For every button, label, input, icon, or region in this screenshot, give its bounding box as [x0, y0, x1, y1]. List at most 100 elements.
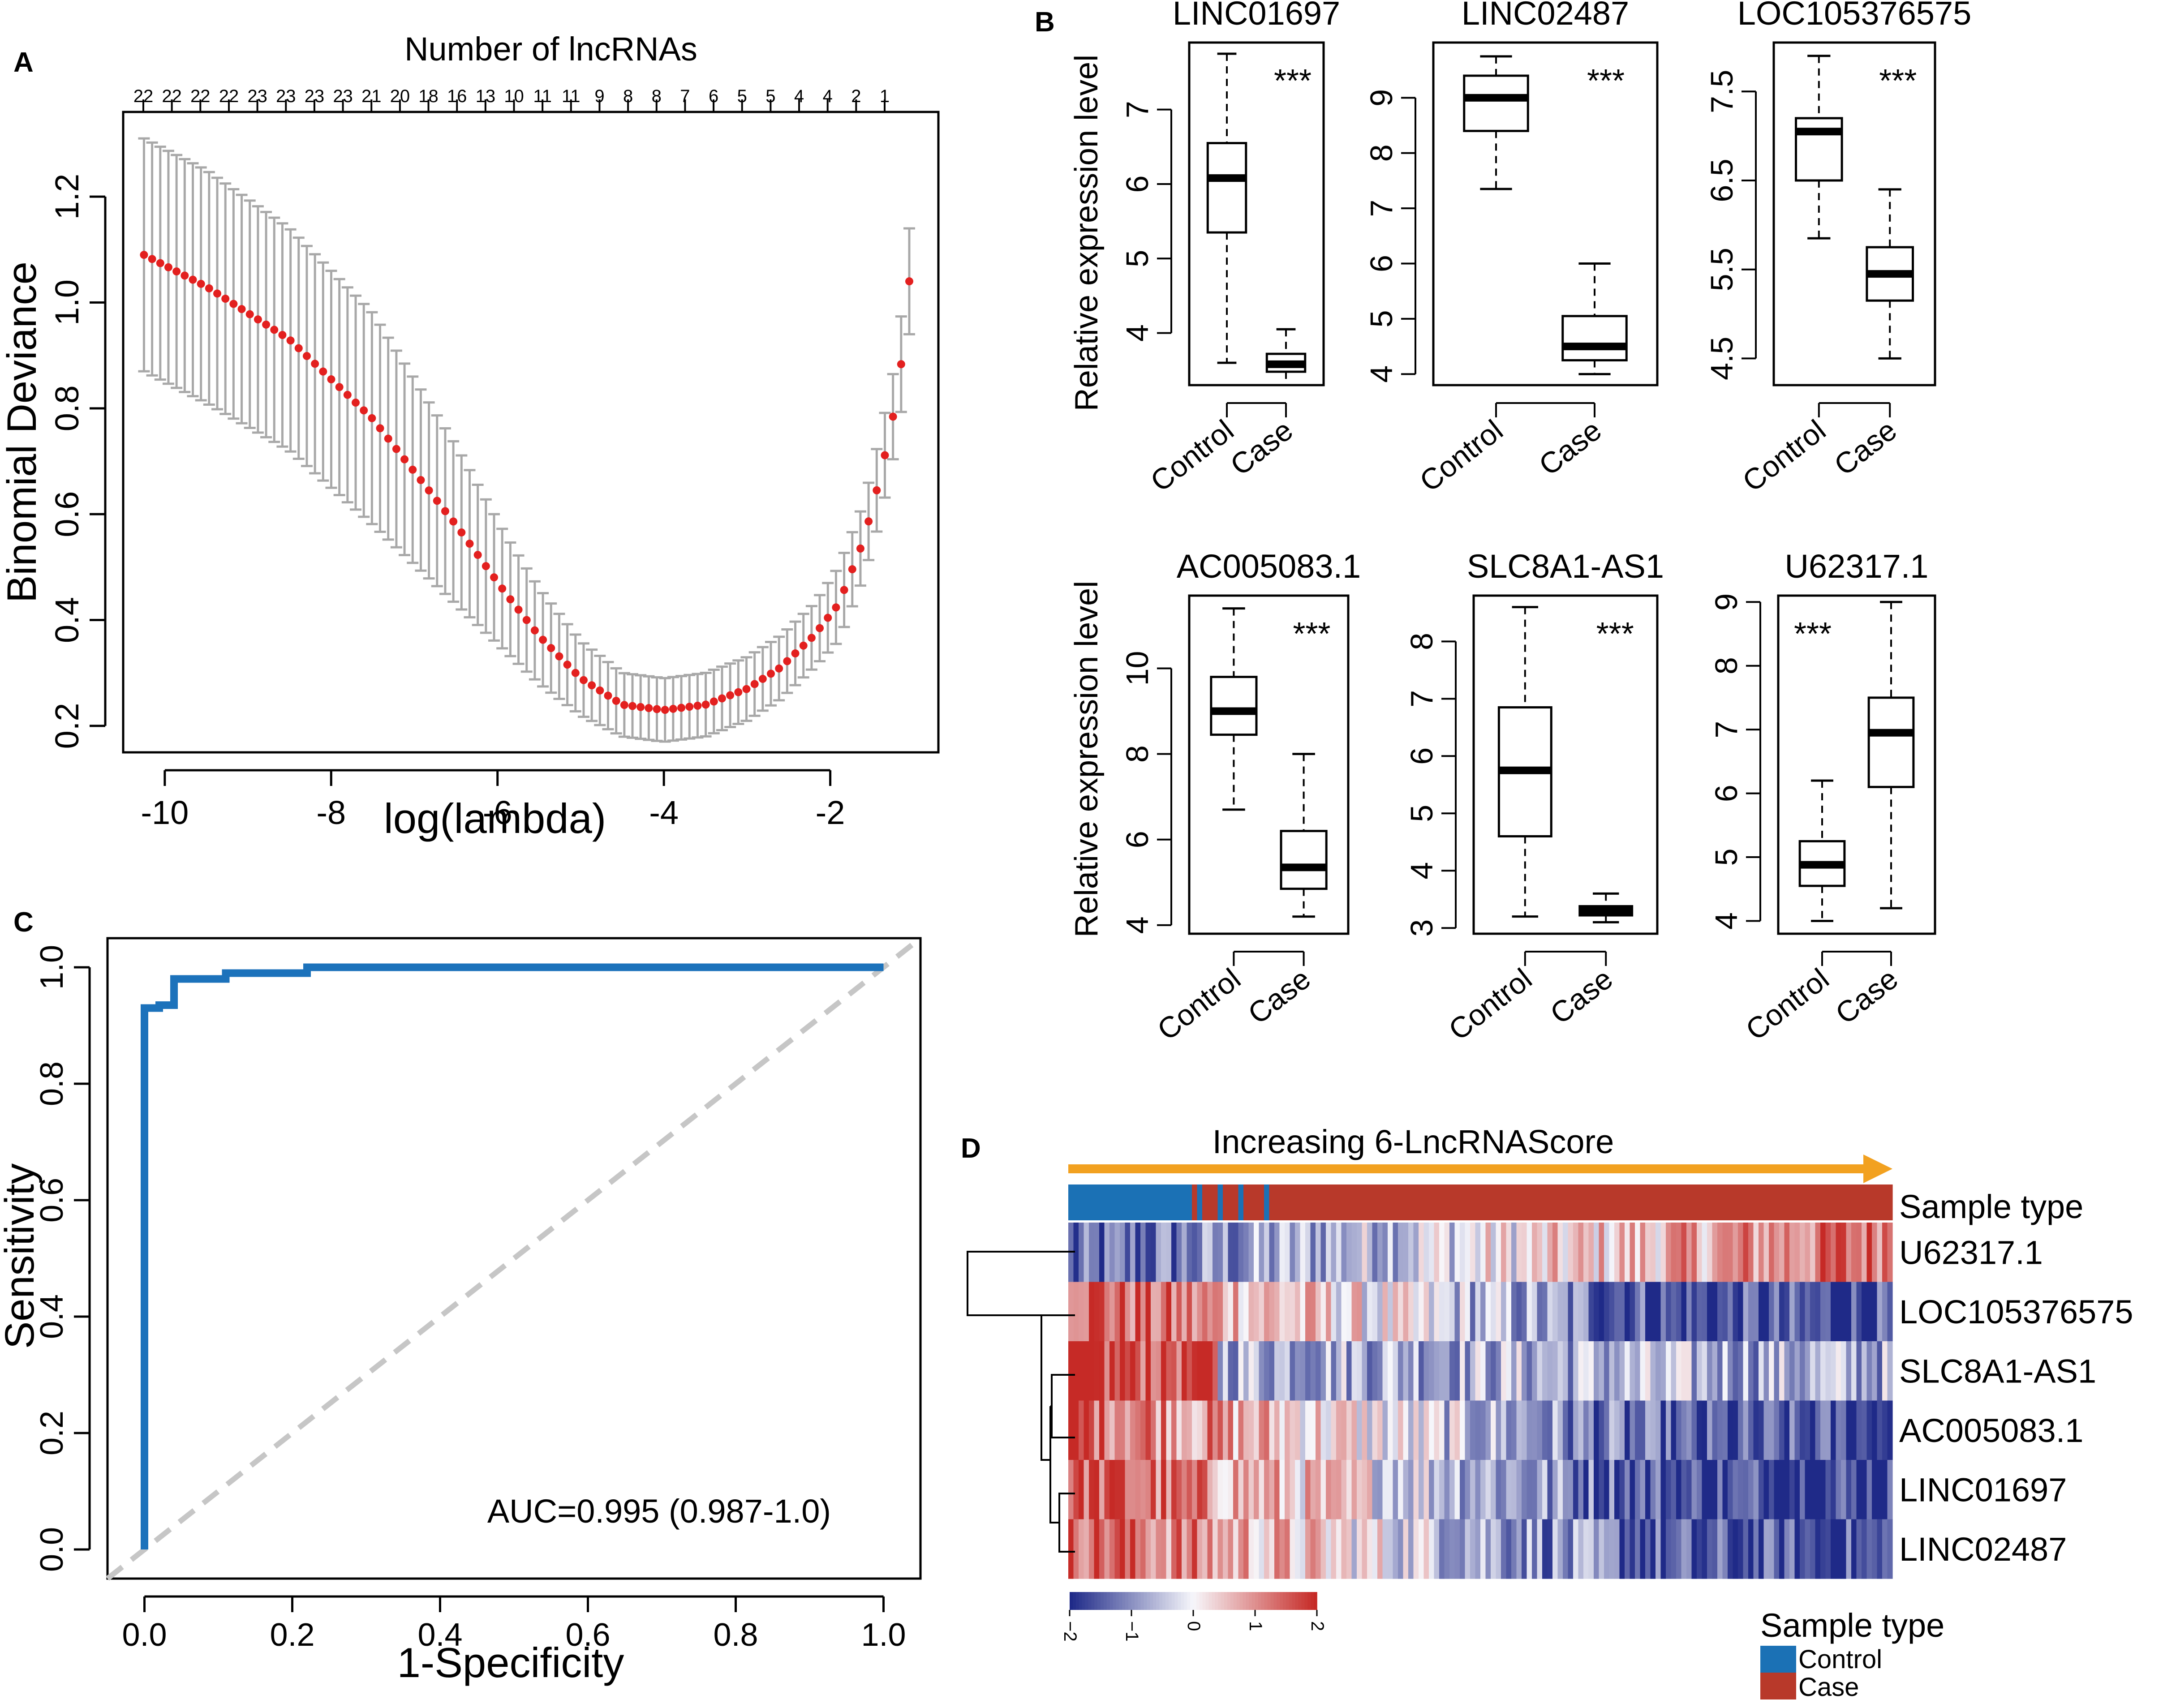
heatmap-cell — [1099, 1460, 1105, 1520]
heatmap-cell — [1460, 1400, 1466, 1460]
heatmap-cell — [1151, 1519, 1157, 1579]
heatmap-cell — [1398, 1460, 1404, 1520]
box — [1280, 830, 1328, 890]
heatmap-cell — [1326, 1460, 1332, 1520]
heatmap-cell — [1815, 1400, 1821, 1460]
heatmap-cell — [1357, 1223, 1363, 1283]
x-category-label: Case — [1533, 413, 1608, 482]
heatmap-cell — [1656, 1282, 1661, 1342]
heatmap-cell — [1248, 1341, 1254, 1401]
heatmap-cell — [1120, 1400, 1126, 1460]
heatmap-cell — [1759, 1519, 1764, 1579]
sample-type-cell — [1217, 1184, 1223, 1220]
heatmap-cell — [1630, 1460, 1635, 1520]
heatmap-cell — [1357, 1400, 1363, 1460]
heatmap-cell — [1851, 1341, 1857, 1401]
heatmap-cell — [1887, 1460, 1893, 1520]
heatmap-cell — [1820, 1223, 1826, 1283]
heatmap-cell — [1274, 1223, 1280, 1283]
heatmap-cell — [1171, 1282, 1177, 1342]
deviance-point — [311, 360, 319, 368]
sample-type-cell — [1491, 1184, 1496, 1220]
heatmap-cell — [1166, 1460, 1172, 1520]
sample-type-cell — [1089, 1184, 1095, 1220]
color-scale-step — [1283, 1592, 1286, 1610]
heatmap-cell — [1320, 1341, 1326, 1401]
heatmap-cell — [1594, 1282, 1600, 1342]
sample-type-cell — [1109, 1184, 1115, 1220]
heatmap-cell — [1408, 1341, 1414, 1401]
color-scale-step — [1088, 1592, 1092, 1610]
color-scale-step — [1243, 1592, 1247, 1610]
heatmap-cell — [1820, 1282, 1826, 1342]
heatmap-cell — [1501, 1519, 1507, 1579]
heatmap-cell — [1846, 1341, 1852, 1401]
color-scale-step — [1147, 1592, 1151, 1610]
heatmap-cell — [1316, 1282, 1321, 1342]
color-scale-step — [1267, 1592, 1271, 1610]
deviance-point — [465, 540, 474, 548]
color-scale-step — [1097, 1592, 1101, 1610]
heatmap-cell — [1254, 1223, 1260, 1283]
heatmap-cell — [1377, 1460, 1383, 1520]
y-tick-label: 1.2 — [48, 174, 86, 220]
heatmap-cell — [1733, 1460, 1738, 1520]
heatmap-cell — [1223, 1341, 1229, 1401]
heatmap-cell — [1094, 1282, 1100, 1342]
top-count-label: 22 — [162, 86, 182, 106]
heatmap-cell — [1269, 1460, 1275, 1520]
y-tick-label: 5 — [1709, 849, 1744, 866]
heatmap-cell — [1351, 1282, 1357, 1342]
heatmap-cell — [1625, 1519, 1630, 1579]
deviance-point — [343, 391, 352, 399]
deviance-point — [620, 701, 628, 709]
heatmap-cell — [1656, 1400, 1661, 1460]
heatmap-cell — [1182, 1460, 1187, 1520]
deviance-point — [571, 669, 580, 677]
sample-type-cell — [1800, 1184, 1806, 1220]
heatmap-cell — [1537, 1282, 1543, 1342]
heatmap-cell — [1511, 1519, 1517, 1579]
heatmap-cell — [1527, 1341, 1532, 1401]
heatmap-cell — [1794, 1519, 1800, 1579]
deviance-point — [791, 649, 800, 658]
heatmap-cell — [1712, 1460, 1718, 1520]
heatmap-cell — [1068, 1341, 1074, 1401]
heatmap-cell — [1516, 1341, 1522, 1401]
heatmap-cell — [1738, 1223, 1744, 1283]
boxplot-title: LINC01697 — [1173, 0, 1340, 32]
heatmap-cell — [1635, 1341, 1641, 1401]
heatmap-cell — [1800, 1223, 1806, 1283]
deviance-point — [514, 605, 523, 614]
heatmap-cell — [1563, 1341, 1569, 1401]
heatmap-cell — [1542, 1519, 1548, 1579]
sample-type-cell — [1743, 1184, 1749, 1220]
color-scale-step — [1119, 1592, 1123, 1610]
heatmap-cell — [1140, 1282, 1146, 1342]
sample-type-cell — [1202, 1184, 1208, 1220]
heatmap-cell — [1656, 1460, 1661, 1520]
heatmap-cell — [1825, 1282, 1831, 1342]
top-count-label: 5 — [737, 86, 747, 106]
heatmap-cell — [1290, 1282, 1295, 1342]
color-scale-step — [1236, 1592, 1240, 1610]
y-tick-label: 5 — [1404, 805, 1439, 822]
heatmap-cell — [1877, 1400, 1883, 1460]
heatmap-cell — [1161, 1519, 1167, 1579]
deviance-point — [856, 544, 864, 553]
boxplot-title: LINC02487 — [1462, 0, 1629, 32]
color-scale-step — [1094, 1592, 1098, 1610]
sample-type-cell — [1254, 1184, 1260, 1220]
heatmap-cell — [1346, 1400, 1352, 1460]
heatmap-cell — [1413, 1400, 1419, 1460]
heatmap-cell — [1207, 1223, 1213, 1283]
heatmap-cell — [1656, 1223, 1661, 1283]
heatmap-cell — [1769, 1341, 1775, 1401]
heatmap-cell — [1501, 1223, 1507, 1283]
deviance-point — [636, 703, 645, 711]
sample-type-cell — [1125, 1184, 1131, 1220]
heatmap-cell — [1748, 1519, 1754, 1579]
heatmap-cell — [1341, 1282, 1347, 1342]
heatmap-cell — [1223, 1400, 1229, 1460]
heatmap-cell — [1511, 1460, 1517, 1520]
